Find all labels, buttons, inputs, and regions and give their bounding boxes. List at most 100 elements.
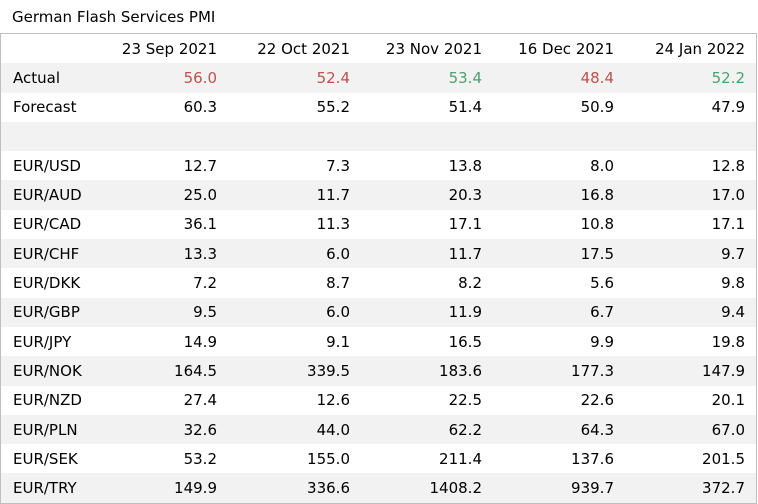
row-label: EUR/JPY — [13, 332, 72, 351]
table-row: EUR/TRY 149.9 336.6 1408.2 939.7 372.7 — [1, 473, 756, 503]
value-cell: 17.1 — [448, 215, 482, 234]
value-cell: 22.5 — [448, 391, 482, 410]
actual-value: 56.0 — [183, 68, 217, 87]
value-cell: 149.9 — [174, 479, 217, 498]
value-cell: 25.0 — [183, 186, 217, 205]
table-row: EUR/PLN 32.6 44.0 62.2 64.3 67.0 — [1, 414, 756, 445]
forecast-value: 51.4 — [448, 98, 482, 117]
row-label: EUR/AUD — [13, 186, 82, 205]
value-cell: 211.4 — [439, 449, 482, 468]
row-label: EUR/SEK — [13, 449, 78, 468]
value-cell: 12.8 — [711, 156, 745, 175]
value-cell: 12.6 — [316, 391, 350, 410]
row-label: Actual — [13, 68, 60, 87]
row-label: Forecast — [13, 98, 77, 117]
pair-rows: EUR/USD 12.7 7.3 13.8 8.0 12.8 EUR/AUD 25.0 11.7… — [1, 151, 756, 503]
value-cell: 147.9 — [702, 361, 745, 380]
value-cell: 137.6 — [571, 449, 614, 468]
forecast-value: 47.9 — [711, 98, 745, 117]
value-cell: 11.7 — [448, 244, 482, 263]
value-cell: 17.0 — [711, 186, 745, 205]
value-cell: 19.8 — [711, 332, 745, 351]
value-cell: 5.6 — [590, 274, 614, 293]
value-cell: 6.0 — [326, 244, 350, 263]
table-row: EUR/DKK 7.2 8.7 8.2 5.6 9.8 — [1, 268, 756, 297]
value-cell: 10.8 — [580, 215, 614, 234]
value-cell: 14.9 — [183, 332, 217, 351]
value-cell: 16.8 — [580, 186, 614, 205]
value-cell: 183.6 — [439, 361, 482, 380]
value-cell: 32.6 — [183, 420, 217, 439]
value-cell: 9.9 — [590, 332, 614, 351]
table-row: EUR/NZD 27.4 12.6 22.5 22.6 20.1 — [1, 386, 756, 415]
actual-value: 52.2 — [711, 68, 745, 87]
row-label: EUR/USD — [13, 156, 81, 175]
spacer-row — [1, 121, 756, 152]
forecast-value: 60.3 — [183, 98, 217, 117]
value-cell: 8.2 — [458, 274, 482, 293]
value-cell: 12.7 — [183, 156, 217, 175]
header-cell: 24 Jan 2022 — [655, 39, 745, 58]
value-cell: 372.7 — [702, 479, 745, 498]
table-row: EUR/USD 12.7 7.3 13.8 8.0 12.8 — [1, 151, 756, 180]
value-cell: 11.7 — [316, 186, 350, 205]
forecast-value: 50.9 — [580, 98, 614, 117]
value-cell: 7.2 — [193, 274, 217, 293]
value-cell: 9.7 — [721, 244, 745, 263]
actual-value: 53.4 — [448, 68, 482, 87]
header-row: 23 Sep 2021 22 Oct 2021 23 Nov 2021 16 D… — [1, 34, 756, 63]
table-title: German Flash Services PMI — [12, 8, 216, 26]
value-cell: 22.6 — [580, 391, 614, 410]
value-cell: 6.7 — [590, 303, 614, 322]
value-cell: 1408.2 — [429, 479, 483, 498]
value-cell: 8.0 — [590, 156, 614, 175]
value-cell: 8.7 — [326, 274, 350, 293]
table-row: EUR/AUD 25.0 11.7 20.3 16.8 17.0 — [1, 180, 756, 210]
value-cell: 6.0 — [326, 303, 350, 322]
header-cell: 23 Nov 2021 — [385, 39, 482, 58]
value-cell: 13.8 — [448, 156, 482, 175]
value-cell: 9.1 — [326, 332, 350, 351]
value-cell: 11.9 — [448, 303, 482, 322]
forecast-row: Forecast 60.3 55.2 51.4 50.9 47.9 — [1, 93, 756, 122]
value-cell: 13.3 — [183, 244, 217, 263]
value-cell: 27.4 — [183, 391, 217, 410]
value-cell: 62.2 — [448, 420, 482, 439]
value-cell: 44.0 — [316, 420, 350, 439]
row-label: EUR/NZD — [13, 391, 82, 410]
table-row: EUR/CHF 13.3 6.0 11.7 17.5 9.7 — [1, 239, 756, 269]
value-cell: 17.1 — [711, 215, 745, 234]
header-cell: 16 Dec 2021 — [518, 39, 614, 58]
row-label: EUR/PLN — [13, 420, 78, 439]
value-cell: 16.5 — [448, 332, 482, 351]
header-cell: 23 Sep 2021 — [121, 39, 217, 58]
row-label: EUR/NOK — [13, 361, 82, 380]
table-row: EUR/JPY 14.9 9.1 16.5 9.9 19.8 — [1, 327, 756, 356]
value-cell: 336.6 — [307, 479, 350, 498]
value-cell: 9.8 — [721, 274, 745, 293]
value-cell: 20.3 — [448, 186, 482, 205]
value-cell: 201.5 — [702, 449, 745, 468]
row-label: EUR/DKK — [13, 274, 81, 293]
row-label: EUR/CHF — [13, 244, 80, 263]
value-cell: 164.5 — [174, 361, 217, 380]
actual-value: 52.4 — [316, 68, 350, 87]
value-cell: 939.7 — [571, 479, 614, 498]
value-cell: 17.5 — [580, 244, 614, 263]
actual-value: 48.4 — [580, 68, 614, 87]
data-table: 23 Sep 2021 22 Oct 2021 23 Nov 2021 16 D… — [0, 33, 757, 504]
value-cell: 64.3 — [580, 420, 614, 439]
value-cell: 20.1 — [711, 391, 745, 410]
value-cell: 7.3 — [326, 156, 350, 175]
table-row: EUR/GBP 9.5 6.0 11.9 6.7 9.4 — [1, 297, 756, 327]
value-cell: 155.0 — [307, 449, 350, 468]
header-cell: 22 Oct 2021 — [257, 39, 350, 58]
value-cell: 11.3 — [316, 215, 350, 234]
value-cell: 67.0 — [711, 420, 745, 439]
table-row: EUR/CAD 36.1 11.3 17.1 10.8 17.1 — [1, 210, 756, 239]
value-cell: 9.4 — [721, 303, 745, 322]
forecast-value: 55.2 — [316, 98, 350, 117]
actual-row: Actual 56.0 52.4 53.4 48.4 52.2 — [1, 63, 756, 93]
value-cell: 36.1 — [183, 215, 217, 234]
row-label: EUR/GBP — [13, 303, 80, 322]
